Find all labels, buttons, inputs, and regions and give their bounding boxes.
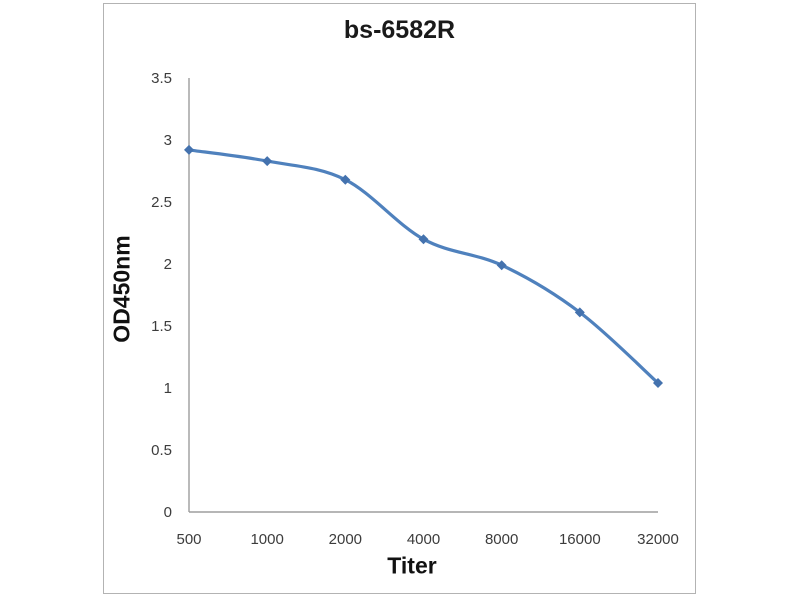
x-tick-label: 16000 (559, 531, 601, 548)
data-point-marker (262, 156, 273, 167)
y-axis-title: OD450nm (108, 235, 135, 343)
y-tick-label: 3.5 (151, 70, 172, 87)
y-tick-label: 2.5 (151, 194, 172, 211)
data-point-marker (574, 307, 585, 318)
chart-box: bs-6582R 0 0.5 1 1.5 2 2.5 3 3.5 500 1000 2000 4000… (103, 3, 696, 594)
x-tick-label: 2000 (329, 531, 362, 548)
y-tick-label: 0.5 (151, 442, 172, 459)
chart-title: bs-6582R (343, 16, 456, 44)
y-tick-label: 3 (164, 132, 172, 149)
data-point-marker (418, 234, 429, 245)
line-chart-svg: 0 0.5 1 1.5 2 2.5 3 3.5 500 1000 2000 4000 8000 16000… (151, 70, 679, 548)
x-tick-label: 1000 (250, 531, 283, 548)
y-tick-label: 1 (164, 380, 172, 397)
series-line (187, 148, 660, 385)
data-point-marker (184, 144, 194, 155)
x-tick-label: 8000 (485, 531, 518, 548)
x-axis-title: Titer (387, 552, 437, 579)
x-tick-label: 4000 (407, 531, 440, 548)
data-point-marker (340, 174, 351, 185)
data-point-marker (653, 378, 663, 388)
y-tick-label: 2 (164, 256, 172, 273)
y-tick-label: 0 (164, 504, 172, 521)
y-tick-label: 1.5 (151, 318, 172, 335)
data-point-marker (496, 260, 507, 271)
x-tick-label: 32000 (637, 531, 679, 548)
x-tick-label: 500 (176, 531, 201, 548)
